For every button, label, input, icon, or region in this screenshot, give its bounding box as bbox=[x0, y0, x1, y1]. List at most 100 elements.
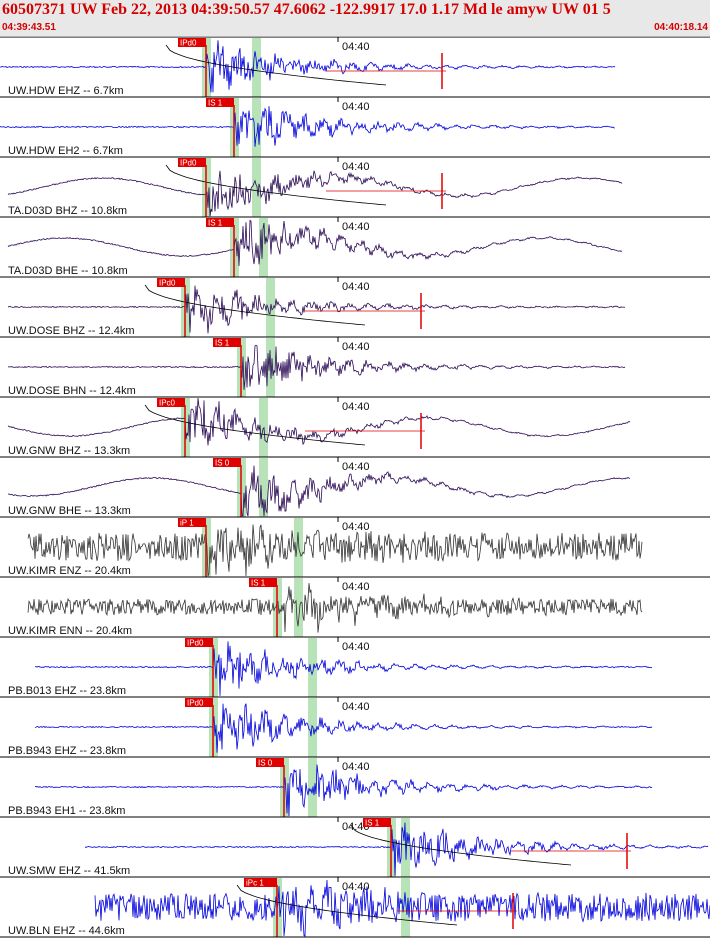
s-window-band bbox=[259, 218, 268, 277]
waveform bbox=[0, 40, 616, 93]
waveform bbox=[7, 397, 631, 446]
time-tick-label: 04:40 bbox=[342, 641, 370, 653]
pick-label: IPd0 bbox=[187, 699, 204, 708]
trace-row: 04:40 IPd0 UW.DOSE BHZ -- 12.4km bbox=[0, 276, 710, 337]
trace-row: 04:40 IPd0 UW.HDW EHZ -- 6.7km bbox=[0, 37, 710, 97]
pick-label: iPc 1 bbox=[246, 879, 264, 888]
trace-row: 04:40 IS 0 UW.GNW BHE -- 13.3km bbox=[0, 456, 710, 517]
pick-label: IPd0 bbox=[187, 639, 204, 648]
trace-row: 04:40 IS 0 PB.B943 EH1 -- 23.8km bbox=[0, 756, 710, 817]
trace-row: 04:40 iP 1 UW.KIMR ENZ -- 20.4km bbox=[0, 516, 710, 577]
pick-flag bbox=[185, 698, 213, 707]
pick-flag bbox=[256, 758, 284, 767]
time-tick-label: 04:40 bbox=[342, 701, 370, 713]
pick-label: IS 0 bbox=[258, 759, 273, 768]
pick-flag bbox=[157, 278, 185, 287]
pick-flag bbox=[178, 518, 206, 527]
waveform bbox=[7, 344, 626, 390]
s-window-band bbox=[252, 98, 261, 157]
pick-label: iP 1 bbox=[180, 519, 194, 528]
travel-time-curve bbox=[165, 44, 387, 86]
s-window-band bbox=[401, 878, 410, 937]
travel-time-curve bbox=[144, 284, 366, 326]
trace-row: 04:40 IS 1 TA.D03D BHE -- 10.8km bbox=[0, 216, 710, 277]
station-label: UW.SMW EHZ -- 41.5km bbox=[8, 865, 130, 877]
pick-flag bbox=[249, 578, 277, 587]
s-window-band bbox=[252, 158, 261, 217]
time-tick-label: 04:40 bbox=[342, 41, 370, 53]
station-label: UW.HDW EHZ -- 6.7km bbox=[8, 85, 124, 97]
travel-time-curve bbox=[236, 884, 458, 926]
waveform bbox=[27, 524, 643, 577]
station-label: UW.KIMR ENZ -- 20.4km bbox=[8, 565, 131, 577]
station-label: UW.KIMR ENN -- 20.4km bbox=[8, 625, 132, 637]
travel-time-curve bbox=[144, 404, 366, 446]
time-tick-label: 04:40 bbox=[342, 821, 370, 833]
pick-flag bbox=[213, 458, 241, 467]
pick-label: IPd0 bbox=[180, 39, 197, 48]
waveform bbox=[7, 219, 623, 267]
time-tick-label: 04:40 bbox=[342, 581, 370, 593]
pick-flag bbox=[178, 158, 206, 167]
event-header: 60507371 UW Feb 22, 2013 04:39:50.57 47.… bbox=[0, 0, 710, 37]
pick-flag bbox=[206, 218, 234, 227]
s-window-band bbox=[308, 638, 317, 697]
waveform bbox=[84, 822, 709, 876]
waveform bbox=[94, 879, 710, 937]
station-label: TA.D03D BHE -- 10.8km bbox=[8, 265, 128, 277]
trace-row: 04:40 IS 1 UW.DOSE BHN -- 12.4km bbox=[0, 336, 710, 397]
pick-flag bbox=[206, 98, 234, 107]
waveform bbox=[34, 703, 653, 753]
s-window-band bbox=[259, 398, 268, 457]
s-window-band bbox=[308, 698, 317, 757]
time-tick-label: 04:40 bbox=[342, 281, 370, 293]
pick-label: IS 1 bbox=[208, 99, 223, 108]
station-label: UW.GNW BHZ -- 13.3km bbox=[8, 445, 130, 457]
event-title: 60507371 UW Feb 22, 2013 04:39:50.57 47.… bbox=[2, 1, 611, 18]
time-tick-label: 04:40 bbox=[342, 461, 370, 473]
time-tick-label: 04:40 bbox=[342, 161, 370, 173]
trace-row: 04:40 IPd0 TA.D03D BHZ -- 10.8km bbox=[0, 156, 710, 217]
pick-label: IS 1 bbox=[215, 339, 230, 348]
time-tick-label: 04:40 bbox=[342, 761, 370, 773]
station-label: UW.BLN EHZ -- 44.6km bbox=[8, 925, 125, 937]
time-tick-label: 04:40 bbox=[342, 101, 370, 113]
time-tick-label: 04:40 bbox=[342, 521, 370, 533]
trace-row: 04:40 IPc0 UW.GNW BHZ -- 13.3km bbox=[0, 396, 710, 457]
station-label: UW.HDW EH2 -- 6.7km bbox=[8, 145, 123, 157]
s-window-band bbox=[259, 458, 268, 517]
station-label: UW.DOSE BHN -- 12.4km bbox=[8, 385, 136, 397]
station-label: PB.B013 EHZ -- 23.8km bbox=[8, 685, 126, 697]
s-window-band bbox=[294, 578, 303, 637]
trace-row: 04:40 iPc 1 UW.BLN EHZ -- 44.6km bbox=[0, 876, 710, 937]
pick-flag bbox=[244, 878, 277, 887]
travel-time-curve bbox=[350, 824, 572, 866]
window-end-time: 04:40:18.14 bbox=[654, 22, 708, 33]
pick-flag bbox=[185, 638, 213, 647]
seismogram-panel[interactable]: 04:40 IPd0 UW.HDW EHZ -- 6.7km 04:40 IS 1 UW.… bbox=[0, 37, 710, 938]
pick-label: IS 1 bbox=[208, 219, 223, 228]
waveform bbox=[34, 764, 653, 817]
time-tick-label: 04:40 bbox=[342, 341, 370, 353]
time-tick-label: 04:40 bbox=[342, 221, 370, 233]
pick-flag bbox=[178, 38, 206, 47]
travel-time-curve bbox=[165, 164, 387, 206]
waveform bbox=[7, 465, 631, 517]
waveform bbox=[35, 641, 653, 696]
pick-label: IPd0 bbox=[159, 279, 176, 288]
waveform bbox=[7, 285, 626, 334]
waveform bbox=[7, 170, 623, 217]
waveform bbox=[0, 106, 616, 147]
pick-flag bbox=[363, 818, 391, 827]
time-tick-label: 04:40 bbox=[342, 401, 370, 413]
station-label: TA.D03D BHZ -- 10.8km bbox=[8, 205, 127, 217]
window-start-time: 04:39:43.51 bbox=[2, 22, 56, 33]
station-label: UW.DOSE BHZ -- 12.4km bbox=[8, 325, 135, 337]
trace-row: 04:40 IPd0 PB.B013 EHZ -- 23.8km bbox=[0, 636, 710, 697]
station-label: PB.B943 EH1 -- 23.8km bbox=[8, 805, 125, 817]
trace-row: 04:40 IPd0 PB.B943 EHZ -- 23.8km bbox=[0, 696, 710, 757]
pick-label: IS 1 bbox=[365, 819, 380, 828]
station-label: PB.B943 EHZ -- 23.8km bbox=[8, 745, 126, 757]
